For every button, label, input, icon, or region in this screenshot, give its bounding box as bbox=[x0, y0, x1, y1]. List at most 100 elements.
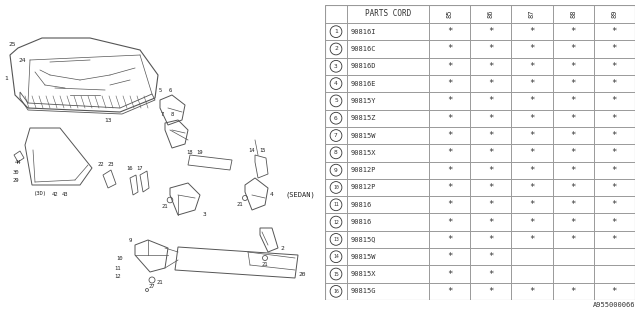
Text: *: * bbox=[447, 96, 452, 105]
Text: *: * bbox=[529, 218, 534, 227]
Text: *: * bbox=[612, 166, 617, 175]
Text: 90816E: 90816E bbox=[351, 81, 376, 87]
Text: 30: 30 bbox=[13, 170, 19, 174]
Text: 1: 1 bbox=[4, 76, 8, 81]
Text: 25: 25 bbox=[8, 42, 16, 46]
Text: 90815X: 90815X bbox=[351, 150, 376, 156]
Text: *: * bbox=[612, 131, 617, 140]
Text: *: * bbox=[570, 218, 576, 227]
Text: 4: 4 bbox=[334, 81, 338, 86]
Text: 89: 89 bbox=[611, 10, 618, 18]
Text: *: * bbox=[529, 79, 534, 88]
Text: 85: 85 bbox=[447, 10, 452, 18]
Text: 21: 21 bbox=[157, 279, 163, 284]
Text: 7: 7 bbox=[334, 133, 338, 138]
Text: *: * bbox=[570, 62, 576, 71]
Text: *: * bbox=[612, 27, 617, 36]
Text: *: * bbox=[570, 148, 576, 157]
Text: *: * bbox=[612, 79, 617, 88]
Text: *: * bbox=[529, 27, 534, 36]
Text: 90816I: 90816I bbox=[351, 29, 376, 35]
Text: *: * bbox=[570, 131, 576, 140]
Text: *: * bbox=[529, 287, 534, 296]
Text: PARTS CORD: PARTS CORD bbox=[365, 10, 411, 19]
Text: 90816D: 90816D bbox=[351, 63, 376, 69]
Text: *: * bbox=[612, 62, 617, 71]
Text: 13: 13 bbox=[333, 237, 339, 242]
Text: *: * bbox=[488, 148, 493, 157]
Text: 90815W: 90815W bbox=[351, 254, 376, 260]
Text: 19: 19 bbox=[196, 149, 204, 155]
Text: 2: 2 bbox=[280, 245, 284, 251]
Text: 12: 12 bbox=[333, 220, 339, 225]
Text: 90816: 90816 bbox=[351, 202, 372, 208]
Text: 87: 87 bbox=[529, 10, 535, 18]
Text: 3: 3 bbox=[203, 212, 207, 218]
Text: 20: 20 bbox=[298, 271, 306, 276]
Text: 16: 16 bbox=[127, 165, 133, 171]
Text: *: * bbox=[447, 200, 452, 209]
Text: *: * bbox=[488, 44, 493, 53]
Text: *: * bbox=[570, 96, 576, 105]
Text: 1: 1 bbox=[334, 29, 338, 34]
Text: 23: 23 bbox=[108, 163, 115, 167]
Text: *: * bbox=[612, 148, 617, 157]
Text: 90816: 90816 bbox=[351, 219, 372, 225]
Text: 11: 11 bbox=[115, 266, 121, 270]
Text: 8: 8 bbox=[334, 150, 338, 155]
Text: *: * bbox=[488, 62, 493, 71]
Text: *: * bbox=[488, 235, 493, 244]
Text: *: * bbox=[529, 44, 534, 53]
Text: *: * bbox=[570, 183, 576, 192]
Text: 14: 14 bbox=[333, 254, 339, 259]
Text: *: * bbox=[529, 96, 534, 105]
Text: *: * bbox=[447, 235, 452, 244]
Text: 21: 21 bbox=[262, 261, 268, 267]
Text: 12: 12 bbox=[115, 274, 121, 278]
Text: 90812P: 90812P bbox=[351, 167, 376, 173]
Text: 90815X: 90815X bbox=[351, 271, 376, 277]
Text: *: * bbox=[529, 131, 534, 140]
Text: *: * bbox=[488, 218, 493, 227]
Text: *: * bbox=[447, 27, 452, 36]
Text: *: * bbox=[612, 96, 617, 105]
Text: 42: 42 bbox=[52, 191, 58, 196]
Text: *: * bbox=[447, 218, 452, 227]
Text: *: * bbox=[447, 148, 452, 157]
Text: *: * bbox=[447, 252, 452, 261]
Text: 7: 7 bbox=[161, 113, 164, 117]
Text: 9: 9 bbox=[129, 237, 132, 243]
Text: *: * bbox=[488, 269, 493, 278]
Text: *: * bbox=[570, 166, 576, 175]
Text: (3D): (3D) bbox=[33, 190, 47, 196]
Text: *: * bbox=[447, 79, 452, 88]
Text: 21: 21 bbox=[237, 203, 243, 207]
Text: *: * bbox=[612, 235, 617, 244]
Text: *: * bbox=[447, 131, 452, 140]
Text: *: * bbox=[570, 287, 576, 296]
Text: 90812P: 90812P bbox=[351, 184, 376, 190]
Text: *: * bbox=[488, 114, 493, 123]
Text: *: * bbox=[447, 269, 452, 278]
Text: 11: 11 bbox=[333, 202, 339, 207]
Text: *: * bbox=[529, 114, 534, 123]
Text: *: * bbox=[612, 200, 617, 209]
Text: *: * bbox=[447, 62, 452, 71]
Text: 8: 8 bbox=[170, 113, 173, 117]
Text: (SEDAN): (SEDAN) bbox=[285, 192, 315, 198]
Text: 43: 43 bbox=[61, 191, 68, 196]
Text: *: * bbox=[570, 79, 576, 88]
Text: *: * bbox=[488, 200, 493, 209]
Text: 6: 6 bbox=[168, 87, 172, 92]
Text: 90815Q: 90815Q bbox=[351, 236, 376, 243]
Text: *: * bbox=[529, 200, 534, 209]
Text: *: * bbox=[488, 183, 493, 192]
Text: 2: 2 bbox=[334, 46, 338, 52]
Text: 10: 10 bbox=[333, 185, 339, 190]
Text: 24: 24 bbox=[19, 58, 26, 62]
Text: 18: 18 bbox=[187, 149, 193, 155]
Text: *: * bbox=[447, 166, 452, 175]
Text: 17: 17 bbox=[137, 165, 143, 171]
Text: *: * bbox=[570, 235, 576, 244]
Text: 21: 21 bbox=[162, 204, 168, 210]
